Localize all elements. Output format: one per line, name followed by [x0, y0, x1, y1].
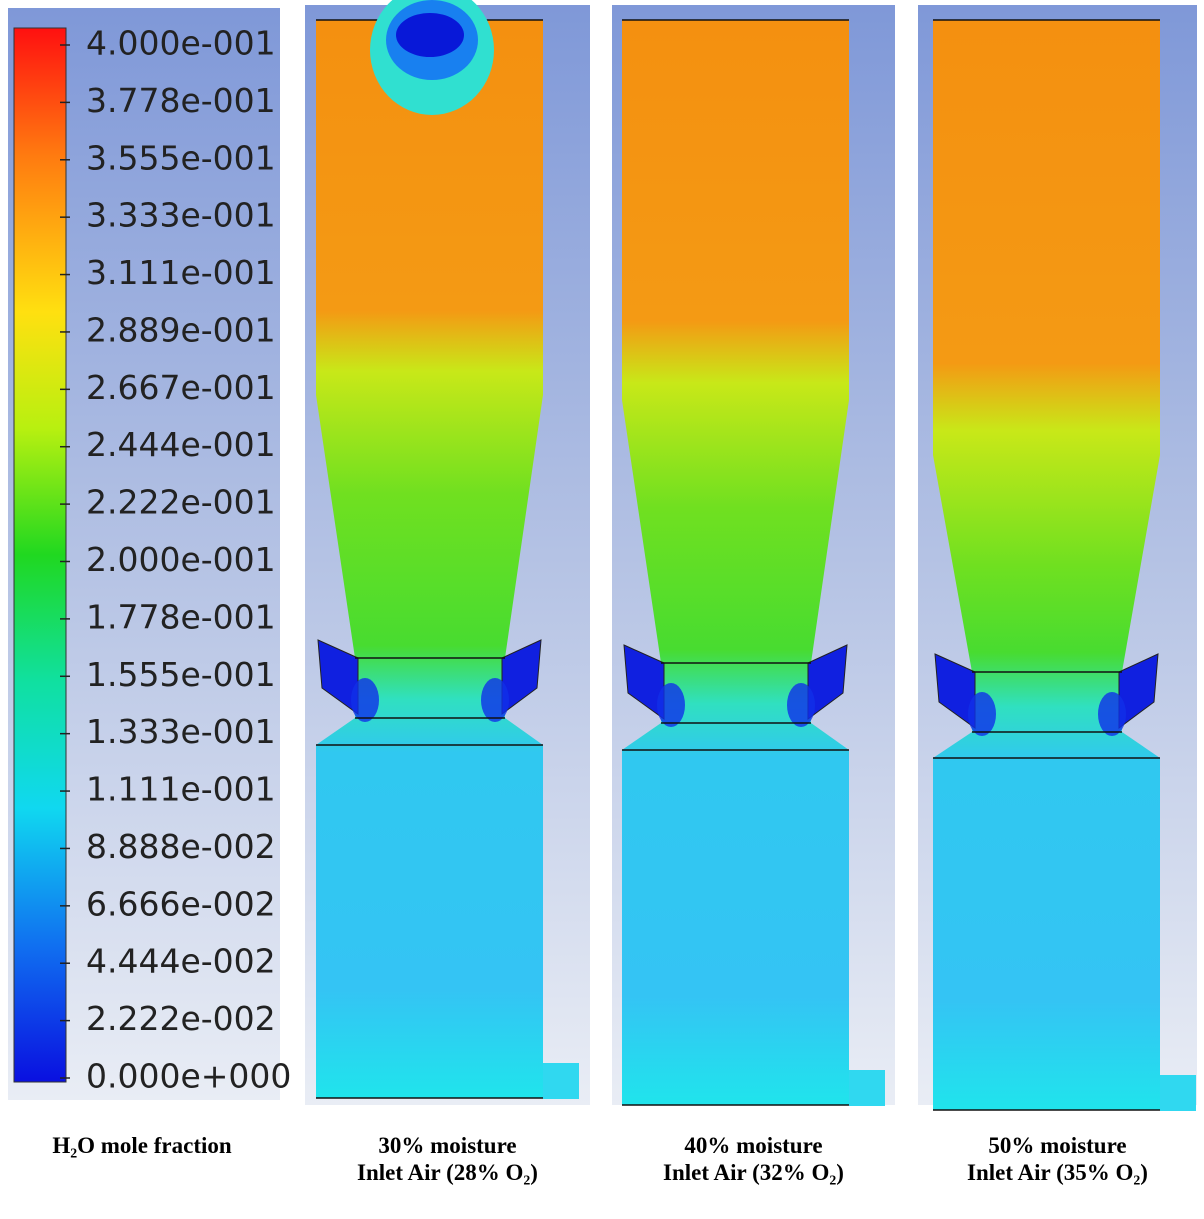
tick-label: 3.333e-001 — [86, 196, 276, 235]
low-zone — [968, 692, 996, 736]
panel-title: 50% moisture — [988, 1133, 1126, 1158]
tick-label: 2.222e-002 — [86, 999, 276, 1038]
reactor — [622, 20, 849, 1105]
outlet — [1160, 1075, 1196, 1111]
panel-subtitle: Inlet Air (32% O₂) — [663, 1160, 844, 1185]
reactor — [933, 20, 1160, 1110]
tick-label: 3.111e-001 — [86, 253, 276, 292]
panel-title: 30% moisture — [378, 1133, 516, 1158]
vortex-core — [396, 13, 464, 57]
low-zone — [1098, 692, 1126, 736]
tick-label: 2.222e-001 — [86, 483, 276, 522]
colorbar — [14, 28, 66, 1082]
tick-label: 2.000e-001 — [86, 540, 276, 579]
panel-subtitle: Inlet Air (35% O₂) — [967, 1160, 1148, 1185]
panel-subtitle: Inlet Air (28% O₂) — [357, 1160, 538, 1185]
figure: H₂O mole fraction 4.000e-001 3.778e-001 3.… — [0, 0, 1204, 1219]
low-zone — [787, 683, 815, 727]
panel-title: 40% moisture — [684, 1133, 822, 1158]
outlet — [543, 1063, 579, 1099]
low-zone — [481, 678, 509, 722]
tick-label: 8.888e-002 — [86, 827, 276, 866]
tick-label: 1.555e-001 — [86, 655, 276, 694]
tick-label: 1.333e-001 — [86, 712, 276, 751]
tick-label: 2.444e-001 — [86, 425, 276, 464]
tick-label: 6.666e-002 — [86, 884, 276, 923]
tick-label: 3.778e-001 — [86, 81, 276, 120]
tick-label: 2.889e-001 — [86, 310, 276, 349]
reactor — [316, 20, 543, 1098]
colorbar-caption: H₂O mole fraction — [52, 1133, 232, 1158]
tick-label: 0.000e+000 — [86, 1057, 291, 1096]
low-zone — [657, 683, 685, 727]
tick-label: 4.000e-001 — [86, 24, 276, 63]
tick-label: 4.444e-002 — [86, 942, 276, 981]
tick-label: 2.667e-001 — [86, 368, 276, 407]
low-zone — [351, 678, 379, 722]
tick-label: 3.555e-001 — [86, 138, 276, 177]
outlet — [849, 1070, 885, 1106]
tick-label: 1.778e-001 — [86, 597, 276, 636]
tick-label: 1.111e-001 — [86, 770, 276, 809]
